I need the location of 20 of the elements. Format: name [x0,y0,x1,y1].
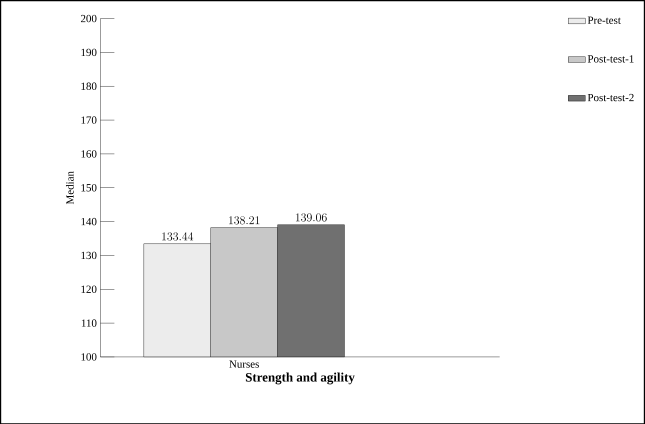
y-tick-label: 130 [81,252,96,259]
y-tick-label: 160 [81,150,96,158]
legend-label: Post-test-2 [588,94,634,102]
y-axis-title: Median [66,171,74,204]
data-label: 138.21 [229,216,260,224]
y-tick-label: 150 [81,184,96,192]
y-tick-label: 180 [81,82,96,90]
data-label: 133.44 [162,232,194,240]
x-axis-title: Strength and agility [246,372,355,384]
legend-label: Post-test-1 [588,55,634,62]
y-tick-label: 170 [81,116,96,124]
y-tick-label: 200 [80,14,96,22]
y-tick-label: 190 [81,48,96,56]
y-tick-label: 140 [81,218,96,226]
x-tick-label: Nurses [229,360,259,368]
data-label: 139.06 [296,213,327,222]
y-tick-label: 100 [81,353,96,360]
y-tick-label: 120 [81,285,96,293]
legend-label: Pre-test [588,16,621,24]
y-tick-label: 110 [82,319,96,327]
